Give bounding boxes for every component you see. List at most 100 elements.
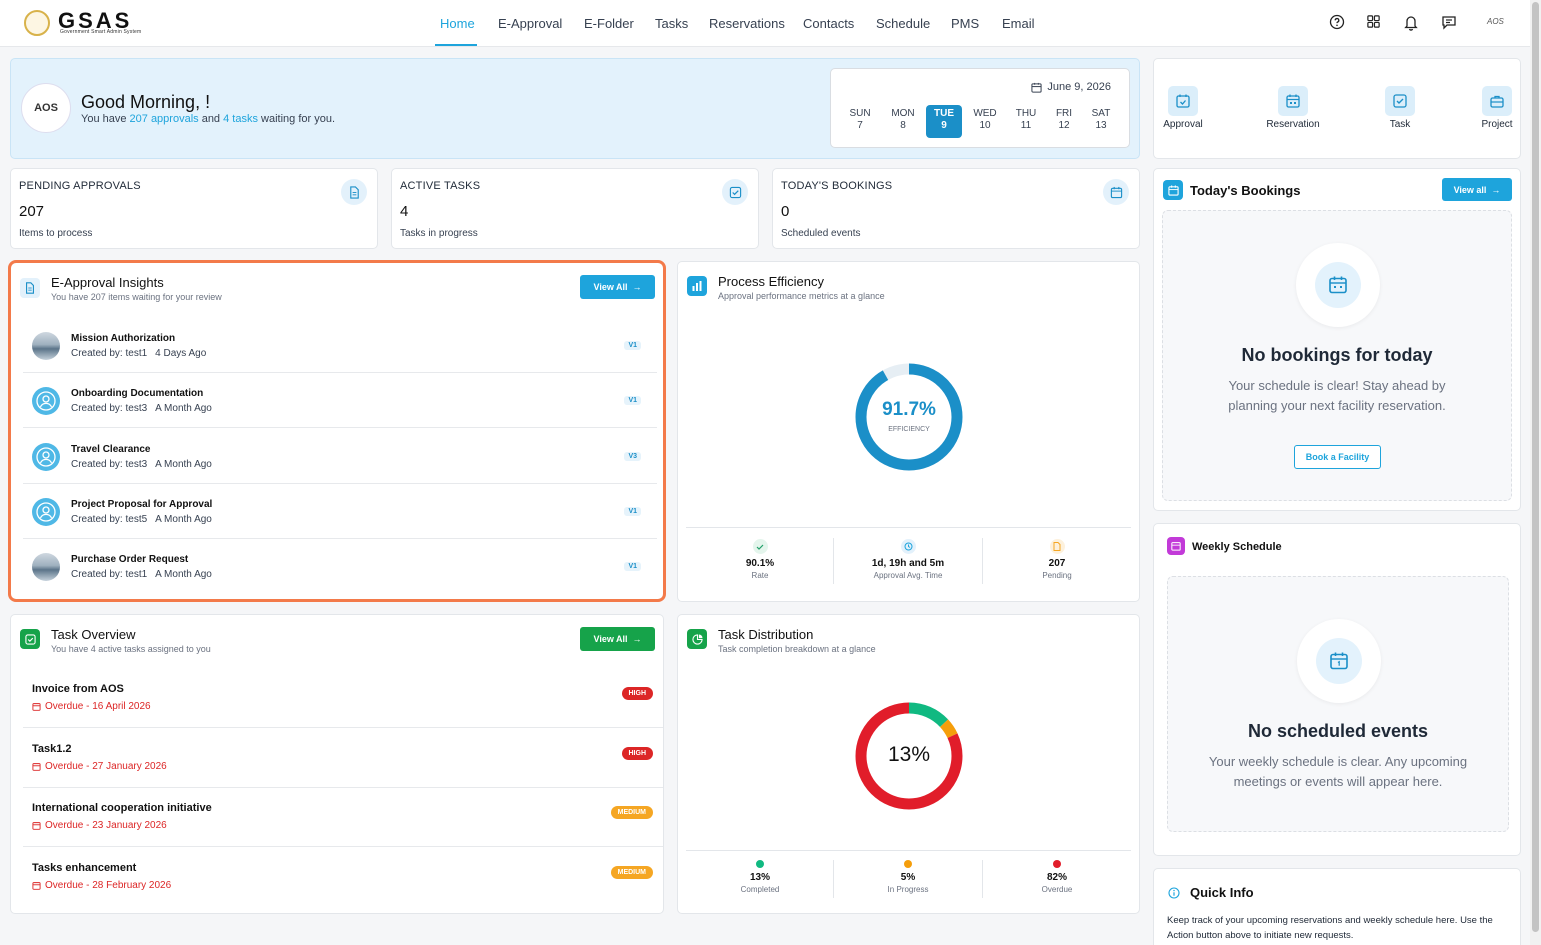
view-all-approvals-button[interactable]: View All → <box>580 275 655 299</box>
priority-badge: MEDIUM <box>610 865 653 879</box>
approval-title[interactable]: Onboarding Documentation <box>71 388 204 400</box>
approval-age: A Month Ago <box>155 458 212 470</box>
nav-home[interactable]: Home <box>440 16 475 31</box>
nav-schedule[interactable]: Schedule <box>876 16 931 31</box>
legend-completed: 13% Completed <box>690 860 830 894</box>
day-number: 8 <box>900 120 906 131</box>
approval-action-label[interactable]: Approval <box>1163 119 1203 130</box>
day-name: MON <box>891 108 915 119</box>
day-name: WED <box>973 108 997 119</box>
logo-subtitle: Government Smart Admin System <box>60 29 142 35</box>
day-name: SUN <box>849 108 871 119</box>
weekly-schedule-panel: Weekly Schedule No scheduled events Your… <box>1153 523 1521 856</box>
panel-title: Today's Bookings <box>1190 183 1301 198</box>
avatar <box>32 553 60 582</box>
task-title[interactable]: International cooperation initiative <box>32 802 212 814</box>
top-navbar: GSAS Government Smart Admin System Home … <box>0 0 1530 47</box>
calendar-icon <box>32 702 41 711</box>
emblem-icon[interactable] <box>24 10 50 36</box>
approval-list-item[interactable]: Mission Authorization Created by: test1 4 … <box>23 318 657 373</box>
approval-title[interactable]: Mission Authorization <box>71 333 176 344</box>
calendar-day[interactable]: MON 8 <box>885 105 921 138</box>
task-list-item[interactable]: International cooperation initiative Over… <box>23 787 663 847</box>
task-list-item[interactable]: Task1.2 Overdue - 27 January 2026 HIGH <box>23 728 663 788</box>
approval-age: A Month Ago <box>155 513 212 525</box>
chat-icon[interactable] <box>1441 14 1457 30</box>
logo-text[interactable]: GSAS <box>58 8 133 33</box>
nav-contacts[interactable]: Contacts <box>803 16 855 31</box>
approval-list-item[interactable]: Purchase Order Request Created by: test1 A… <box>23 539 657 594</box>
approval-title[interactable]: Purchase Order Request <box>71 554 189 566</box>
legend-dot <box>904 860 912 868</box>
bell-icon[interactable] <box>1403 14 1419 31</box>
nav-e-approval[interactable]: E-Approval <box>498 16 563 31</box>
approval-action-icon[interactable] <box>1168 86 1198 116</box>
book-facility-button[interactable]: Book a Facility <box>1294 445 1381 469</box>
stat-card-todays-bookings[interactable]: TODAY'S BOOKINGS 0 Scheduled events <box>772 168 1140 249</box>
reservation-action-label[interactable]: Reservation <box>1266 119 1320 130</box>
project-action-icon[interactable] <box>1482 86 1512 116</box>
calendar-day[interactable]: WED 10 <box>967 105 1003 138</box>
task-title[interactable]: Invoice from AOS <box>32 683 124 695</box>
task-title[interactable]: Task1.2 <box>32 742 72 755</box>
calendar-icon <box>1103 179 1129 205</box>
stat-card-active-tasks[interactable]: ACTIVE TASKS 4 Tasks in progress <box>391 168 759 249</box>
efficiency-arc <box>855 363 963 471</box>
approval-title[interactable]: Travel Clearance <box>71 443 151 455</box>
task-action-label[interactable]: Task <box>1389 119 1411 130</box>
task-overview-panel: Task Overview You have 4 active tasks as… <box>10 614 664 914</box>
calendar-day[interactable]: SAT 13 <box>1083 105 1119 138</box>
legend-dot <box>756 860 764 868</box>
nav-tasks[interactable]: Tasks <box>655 16 689 31</box>
nav-reservations[interactable]: Reservations <box>709 16 785 31</box>
priority-badge: MEDIUM <box>610 806 653 819</box>
calendar-day[interactable]: SUN 7 <box>842 105 878 138</box>
nav-email[interactable]: Email <box>1002 16 1035 31</box>
approval-list-item[interactable]: Project Proposal for Approval Created by:… <box>23 484 657 539</box>
task-action-icon[interactable] <box>1385 86 1415 116</box>
version-badge: V1 <box>624 396 641 406</box>
task-list-item[interactable]: Invoice from AOS Overdue - 16 April 2026 H… <box>23 668 663 728</box>
user-avatar[interactable]: AOS <box>1487 17 1504 26</box>
metric-value: 207 <box>1048 558 1066 569</box>
avatar <box>32 332 60 360</box>
nav-pms[interactable]: PMS <box>951 16 980 31</box>
approval-meta: Created by: test1 4 Days Ago <box>71 348 206 359</box>
empty-state-title: No scheduled events <box>1247 721 1429 741</box>
task-list-item[interactable]: Tasks enhancement Overdue - 28 February 2… <box>23 847 663 907</box>
calendar-date-text: June 9, 2026 <box>1047 81 1111 93</box>
stat-card-pending-approvals[interactable]: PENDING APPROVALS 207 Items to process <box>10 168 378 249</box>
week-calendar: June 9, 2026 SUN 7 MON 8 TUE 9 WED 10 THU 11 … <box>830 68 1130 148</box>
view-all-bookings-button[interactable]: View all → <box>1442 178 1512 201</box>
calendar-day-selected[interactable]: TUE 9 <box>926 105 962 138</box>
approval-list-item[interactable]: Travel Clearance Created by: test3 A Month… <box>23 429 657 484</box>
metric-value: 1d, 19h and 5m <box>871 558 945 569</box>
reservation-action-icon[interactable] <box>1278 86 1308 116</box>
empty-state-icon <box>1297 619 1381 703</box>
day-number: 12 <box>1058 120 1070 131</box>
day-name: TUE <box>934 108 954 119</box>
divider <box>686 850 1131 851</box>
calendar-day[interactable]: FRI 12 <box>1046 105 1082 138</box>
approvals-link[interactable]: 207 approvals <box>129 113 199 125</box>
calendar-day[interactable]: THU 11 <box>1008 105 1044 138</box>
checkbox-icon <box>20 629 40 649</box>
metric-rate: 90.1% Rate <box>690 539 830 580</box>
nav-e-folder[interactable]: E-Folder <box>584 16 634 31</box>
metric-pending: 207 Pending <box>987 539 1127 580</box>
greeting-text: You have <box>81 113 130 125</box>
tasks-link[interactable]: 4 tasks <box>223 113 258 125</box>
task-title[interactable]: Tasks enhancement <box>32 861 137 874</box>
help-icon[interactable] <box>1329 14 1345 30</box>
project-action-label[interactable]: Project <box>1481 119 1513 130</box>
scrollbar-thumb[interactable] <box>1532 2 1539 932</box>
view-all-tasks-button[interactable]: View All → <box>580 627 655 651</box>
document-icon <box>341 179 367 205</box>
apps-icon[interactable] <box>1366 14 1381 29</box>
day-number: 7 <box>857 120 863 131</box>
approval-list-item[interactable]: Onboarding Documentation Created by: test… <box>23 373 657 429</box>
approval-meta: Created by: test5 A Month Ago <box>71 514 212 525</box>
scrollbar[interactable] <box>1530 0 1541 945</box>
task-due-date: Overdue - 27 January 2026 <box>32 761 167 772</box>
approval-title[interactable]: Project Proposal for Approval <box>71 498 213 510</box>
